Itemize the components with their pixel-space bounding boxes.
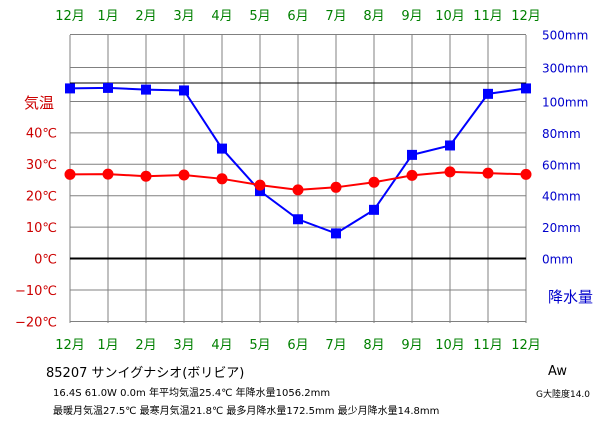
precipitation-point [521, 83, 531, 94]
continentality-index: G大陸度14.0 [536, 390, 591, 400]
precipitation-tick-label: 80mm [542, 127, 581, 141]
temperature-point [216, 173, 228, 185]
bottom-month-label: 5月 [249, 338, 270, 353]
top-month-labels: 12月 1月 2月 3月 4月 5月 6月 7月 8月 9月 10月 11月 12月 [55, 9, 541, 24]
bottom-month-label: 2月 [135, 338, 156, 353]
precipitation-point [65, 83, 75, 94]
temperature-point [64, 168, 76, 180]
temperature-tick-labels: 40℃ 30℃ 20℃ 10℃ 0℃ −10℃ −20℃ [15, 127, 57, 331]
bottom-month-label: 8月 [363, 338, 384, 353]
temperature-tick-label: 40℃ [26, 127, 57, 142]
station-name: 85207 サンイグナシオ(ボリビア) [46, 366, 245, 381]
bottom-month-label: 7月 [325, 338, 346, 353]
precipitation-point [445, 140, 455, 151]
temperature-point [292, 184, 304, 196]
precipitation-tick-labels: 500mm 300mm 100mm 80mm 60mm 40mm 20mm 0mm [542, 29, 588, 267]
top-month-label: 10月 [435, 9, 465, 24]
bottom-month-label: 4月 [211, 338, 232, 353]
precipitation-axis-label: 降水量 [548, 288, 593, 306]
top-month-label: 1月 [97, 9, 118, 24]
temperature-point [444, 166, 456, 178]
temperature-tick-label: 10℃ [26, 221, 57, 236]
top-month-label: 12月 [511, 9, 541, 24]
koppen-climate-class: Aw [548, 364, 567, 379]
station-stats-line-2: 最暖月気温27.5℃ 最寒月気温21.8℃ 最多月降水量172.5mm 最少月降… [53, 406, 440, 417]
top-month-label: 5月 [249, 9, 270, 24]
temperature-point [482, 167, 494, 179]
temperature-tick-label: −10℃ [15, 284, 57, 299]
temperature-tick-label: −20℃ [15, 316, 57, 331]
top-month-label: 9月 [401, 9, 422, 24]
bottom-month-label: 9月 [401, 338, 422, 353]
precipitation-series [65, 82, 531, 239]
precipitation-tick-label: 0mm [542, 253, 573, 267]
precipitation-point [483, 88, 493, 99]
top-month-label: 3月 [173, 9, 194, 24]
grid-lines [69, 34, 527, 323]
temperature-axis-label: 気温 [24, 94, 54, 112]
bottom-month-labels: 12月 1月 2月 3月 4月 5月 6月 7月 8月 9月 10月 11月 12月 [55, 338, 541, 353]
top-month-label: 12月 [55, 9, 85, 24]
temperature-point [102, 168, 114, 180]
temperature-point [368, 176, 380, 188]
temperature-point [520, 168, 532, 180]
precipitation-tick-label: 20mm [542, 221, 581, 235]
temperature-point [406, 169, 418, 181]
precipitation-tick-label: 60mm [542, 158, 581, 172]
top-month-label: 7月 [325, 9, 346, 24]
precipitation-tick-label: 40mm [542, 190, 581, 204]
temperature-point [330, 181, 342, 193]
precipitation-point [369, 204, 379, 215]
top-month-label: 8月 [363, 9, 384, 24]
bottom-month-label: 3月 [173, 338, 194, 353]
temperature-point [178, 169, 190, 181]
precipitation-point [103, 82, 113, 93]
temperature-series [64, 166, 532, 196]
temperature-point [140, 170, 152, 182]
top-month-label: 4月 [211, 9, 232, 24]
precipitation-tick-label: 300mm [542, 62, 588, 76]
precipitation-tick-label: 500mm [542, 29, 588, 43]
temperature-tick-label: 20℃ [26, 190, 57, 205]
bottom-month-label: 6月 [287, 338, 308, 353]
precipitation-point [407, 149, 417, 160]
precipitation-point [255, 185, 265, 196]
top-month-label: 11月 [473, 9, 503, 24]
precipitation-point [331, 228, 341, 239]
bottom-month-label: 1月 [97, 338, 118, 353]
precipitation-point [293, 214, 303, 225]
top-month-label: 2月 [135, 9, 156, 24]
temperature-point [254, 179, 266, 191]
bottom-month-label: 12月 [511, 338, 541, 353]
temperature-tick-label: 0℃ [34, 253, 57, 268]
station-stats-line-1: 16.4S 61.0W 0.0m 年平均気温25.4℃ 年降水量1056.2mm [53, 388, 331, 399]
temperature-tick-label: 30℃ [26, 158, 57, 173]
precipitation-point [141, 84, 151, 95]
precipitation-point [217, 143, 227, 154]
bottom-month-label: 11月 [473, 338, 503, 353]
bottom-month-label: 12月 [55, 338, 85, 353]
precipitation-tick-label: 100mm [542, 96, 588, 110]
bottom-month-label: 10月 [435, 338, 465, 353]
top-month-label: 6月 [287, 9, 308, 24]
precipitation-point [179, 85, 189, 96]
